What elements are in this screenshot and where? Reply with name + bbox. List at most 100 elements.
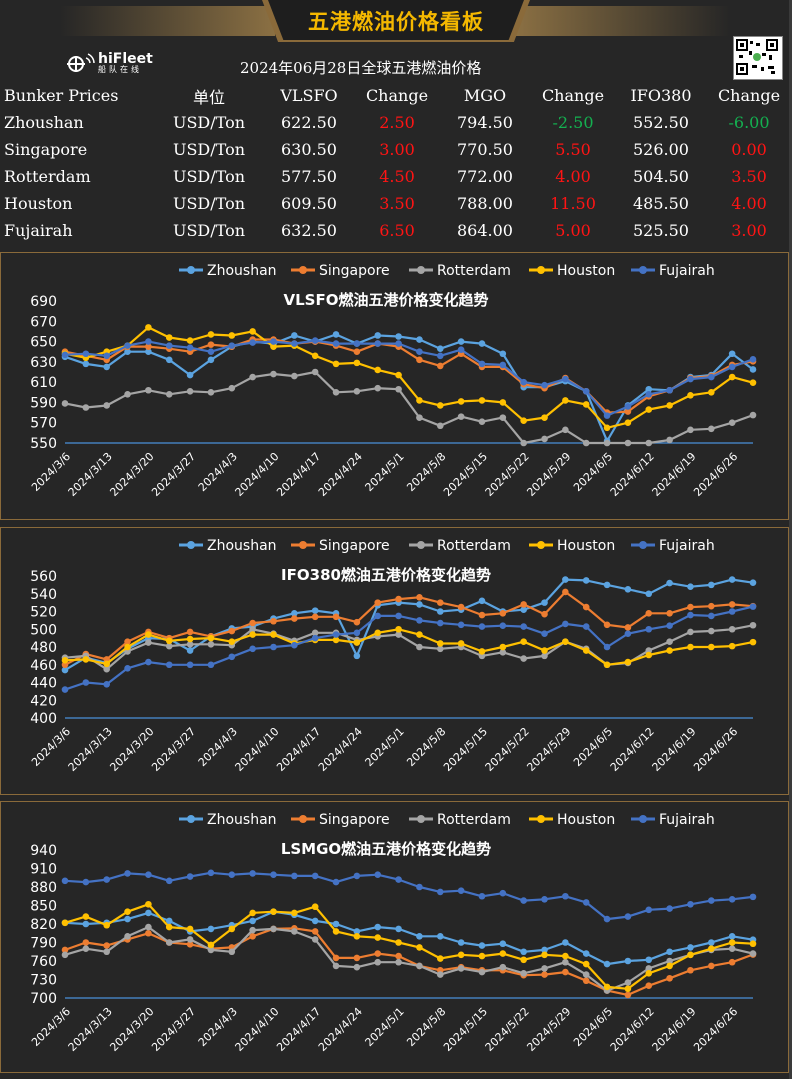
mgo-change: -2.50 (552, 113, 594, 132)
data-point (582, 977, 590, 985)
data-point (457, 398, 465, 405)
data-point (186, 337, 194, 344)
x-tick-label: 2024/3/20 (107, 450, 156, 499)
series-singapore (61, 588, 757, 669)
data-point (332, 360, 340, 368)
data-point (457, 939, 465, 946)
data-point (103, 352, 110, 360)
data-point (499, 950, 507, 957)
data-point (374, 332, 382, 339)
legend-item-houston[interactable]: Houston (529, 538, 615, 554)
data-point (103, 948, 110, 956)
data-point (728, 576, 736, 583)
legend-item-zhoushan[interactable]: Zhoushan (179, 263, 277, 279)
port-name: Rotterdam (4, 167, 91, 186)
x-tick-label: 2024/6/26 (691, 1005, 740, 1054)
data-point (478, 623, 486, 630)
ifo380-change: 3.50 (731, 167, 767, 186)
data-point (249, 917, 256, 925)
legend-item-singapore[interactable]: Singapore (291, 263, 390, 279)
data-point (207, 661, 215, 669)
col-header-mgo: MGO (463, 86, 507, 105)
data-point (186, 873, 194, 880)
mgo-price: 794.50 (457, 113, 513, 132)
series-line (64, 910, 754, 966)
data-point (332, 631, 340, 638)
y-tick-label: 590 (30, 395, 57, 411)
data-point (249, 339, 256, 346)
data-point (416, 962, 423, 970)
legend-item-houston[interactable]: Houston (529, 812, 615, 828)
legend-item-fujairah[interactable]: Fujairah (631, 538, 715, 554)
legend-item-rotterdam[interactable]: Rotterdam (409, 812, 511, 828)
page-title: 五港燃油价格看板 (308, 10, 484, 34)
data-point (582, 439, 590, 447)
data-point (478, 968, 486, 976)
data-point (374, 950, 382, 957)
data-point (499, 889, 507, 897)
vlsfo-change: 3.50 (379, 194, 415, 213)
legend-item-zhoushan[interactable]: Zhoushan (179, 538, 277, 554)
data-point (207, 634, 215, 642)
legend-item-houston[interactable]: Houston (529, 263, 615, 279)
data-point (436, 402, 444, 409)
data-point (541, 946, 548, 954)
data-point (666, 386, 673, 394)
legend-item-fujairah[interactable]: Fujairah (631, 263, 715, 279)
data-point (457, 346, 465, 353)
series-fujairah (61, 337, 757, 419)
data-point (124, 391, 131, 398)
data-point (624, 403, 632, 410)
data-point (395, 625, 402, 633)
data-point (270, 617, 277, 625)
data-point (582, 647, 590, 654)
data-point (124, 908, 131, 915)
data-point (436, 971, 444, 978)
data-point (499, 399, 507, 406)
data-point (645, 385, 653, 393)
legend-item-rotterdam[interactable]: Rotterdam (409, 263, 511, 279)
data-point (353, 629, 361, 637)
table-header-row: Bunker Prices 单位 VLSFO Change MGO Change… (0, 82, 792, 109)
data-point (416, 356, 423, 364)
y-tick-label: 670 (30, 314, 57, 330)
data-point (666, 957, 673, 965)
legend-item-singapore[interactable]: Singapore (291, 538, 390, 554)
data-point (645, 982, 653, 989)
data-point (541, 971, 548, 978)
legend-label: Zhoushan (207, 538, 277, 554)
data-point (353, 963, 361, 971)
data-point (520, 897, 527, 904)
vlsfo-change: 3.00 (379, 140, 415, 159)
x-tick-label: 2024/5/22 (483, 725, 532, 774)
data-point (332, 962, 340, 970)
x-tick-label: 2024/5/15 (441, 1005, 490, 1054)
data-point (374, 934, 382, 941)
data-point (645, 965, 653, 972)
legend-item-fujairah[interactable]: Fujairah (631, 812, 715, 828)
data-point (395, 612, 402, 620)
x-tick-label: 2024/4/17 (274, 450, 323, 499)
data-point (708, 643, 715, 651)
data-point (645, 590, 653, 598)
data-point (603, 439, 611, 447)
legend-item-singapore[interactable]: Singapore (291, 812, 390, 828)
x-tick-label: 2024/6/19 (649, 1005, 698, 1054)
data-point (603, 983, 611, 991)
data-point (562, 958, 569, 966)
data-point (728, 601, 736, 608)
data-point (645, 439, 653, 447)
data-point (165, 939, 173, 946)
data-point (207, 331, 215, 338)
legend-item-rotterdam[interactable]: Rotterdam (409, 538, 511, 554)
y-tick-label: 630 (30, 355, 57, 371)
data-point (353, 387, 361, 395)
data-point (332, 878, 340, 886)
vlsfo-price: 630.50 (281, 140, 337, 159)
legend-item-zhoushan[interactable]: Zhoushan (179, 812, 277, 828)
right-frame-edge (789, 0, 792, 1079)
data-point (457, 413, 465, 420)
data-point (291, 372, 298, 380)
data-point (332, 928, 340, 935)
data-point (332, 388, 340, 396)
